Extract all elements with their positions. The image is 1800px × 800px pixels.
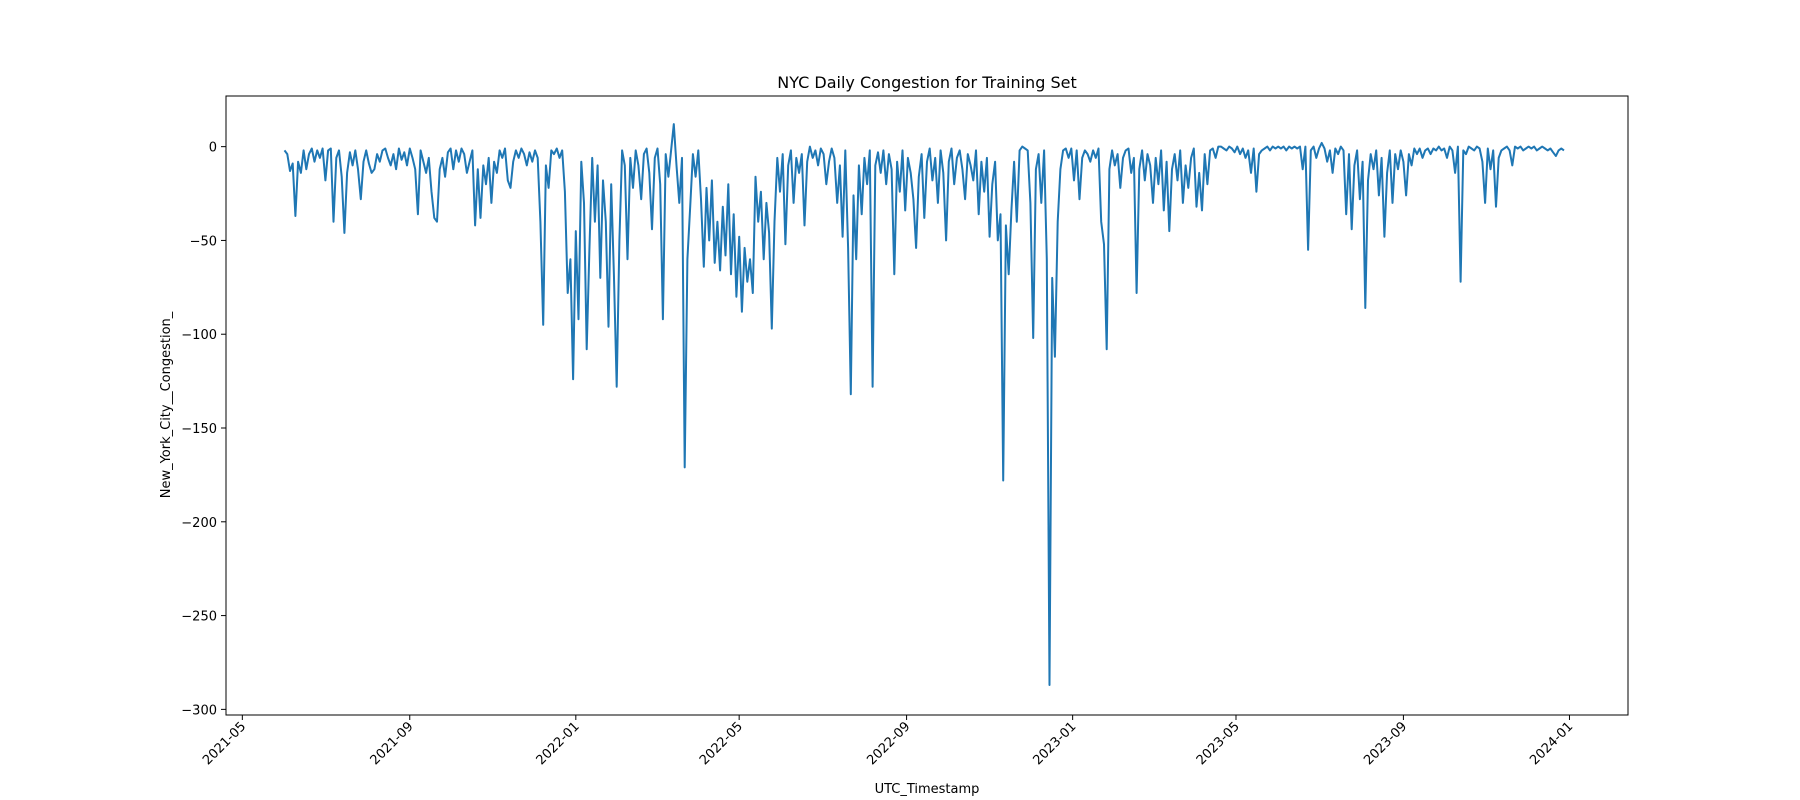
x-tick-label: 2022-05 bbox=[697, 719, 746, 768]
x-tick-label: 2023-01 bbox=[1030, 719, 1079, 768]
y-axis-title: New_York_City__Congestion_ bbox=[159, 311, 174, 498]
y-tick-label: −250 bbox=[181, 610, 217, 625]
chart-title: NYC Daily Congestion for Training Set bbox=[777, 73, 1076, 92]
plot-frame bbox=[225, 95, 1629, 716]
y-tick-label: −100 bbox=[181, 328, 217, 343]
y-tick-label: −150 bbox=[181, 422, 217, 437]
x-axis: 2021-05 2021-09 2022-01 2022-05 2022-09 2023-… bbox=[200, 715, 1576, 768]
x-tick-label: 2024-01 bbox=[1527, 719, 1576, 768]
series-line bbox=[283, 123, 1565, 686]
y-tick-label: 0 bbox=[209, 141, 217, 156]
x-tick-label: 2022-09 bbox=[864, 719, 913, 768]
x-tick-label: 2022-01 bbox=[534, 719, 583, 768]
x-tick-label: 2021-05 bbox=[200, 719, 249, 768]
y-tick-label: −200 bbox=[181, 516, 217, 531]
x-tick-label: 2023-05 bbox=[1194, 719, 1243, 768]
y-tick-label: −50 bbox=[190, 234, 217, 249]
x-tick-label: 2021-09 bbox=[368, 719, 417, 768]
plot-area bbox=[226, 96, 1628, 715]
x-axis-title: UTC_Timestamp bbox=[875, 782, 980, 797]
y-axis: 0 −50 −100 −150 −200 −250 −300 bbox=[181, 141, 226, 718]
x-tick-label: 2023-09 bbox=[1361, 719, 1410, 768]
y-tick-label: −300 bbox=[181, 703, 217, 718]
